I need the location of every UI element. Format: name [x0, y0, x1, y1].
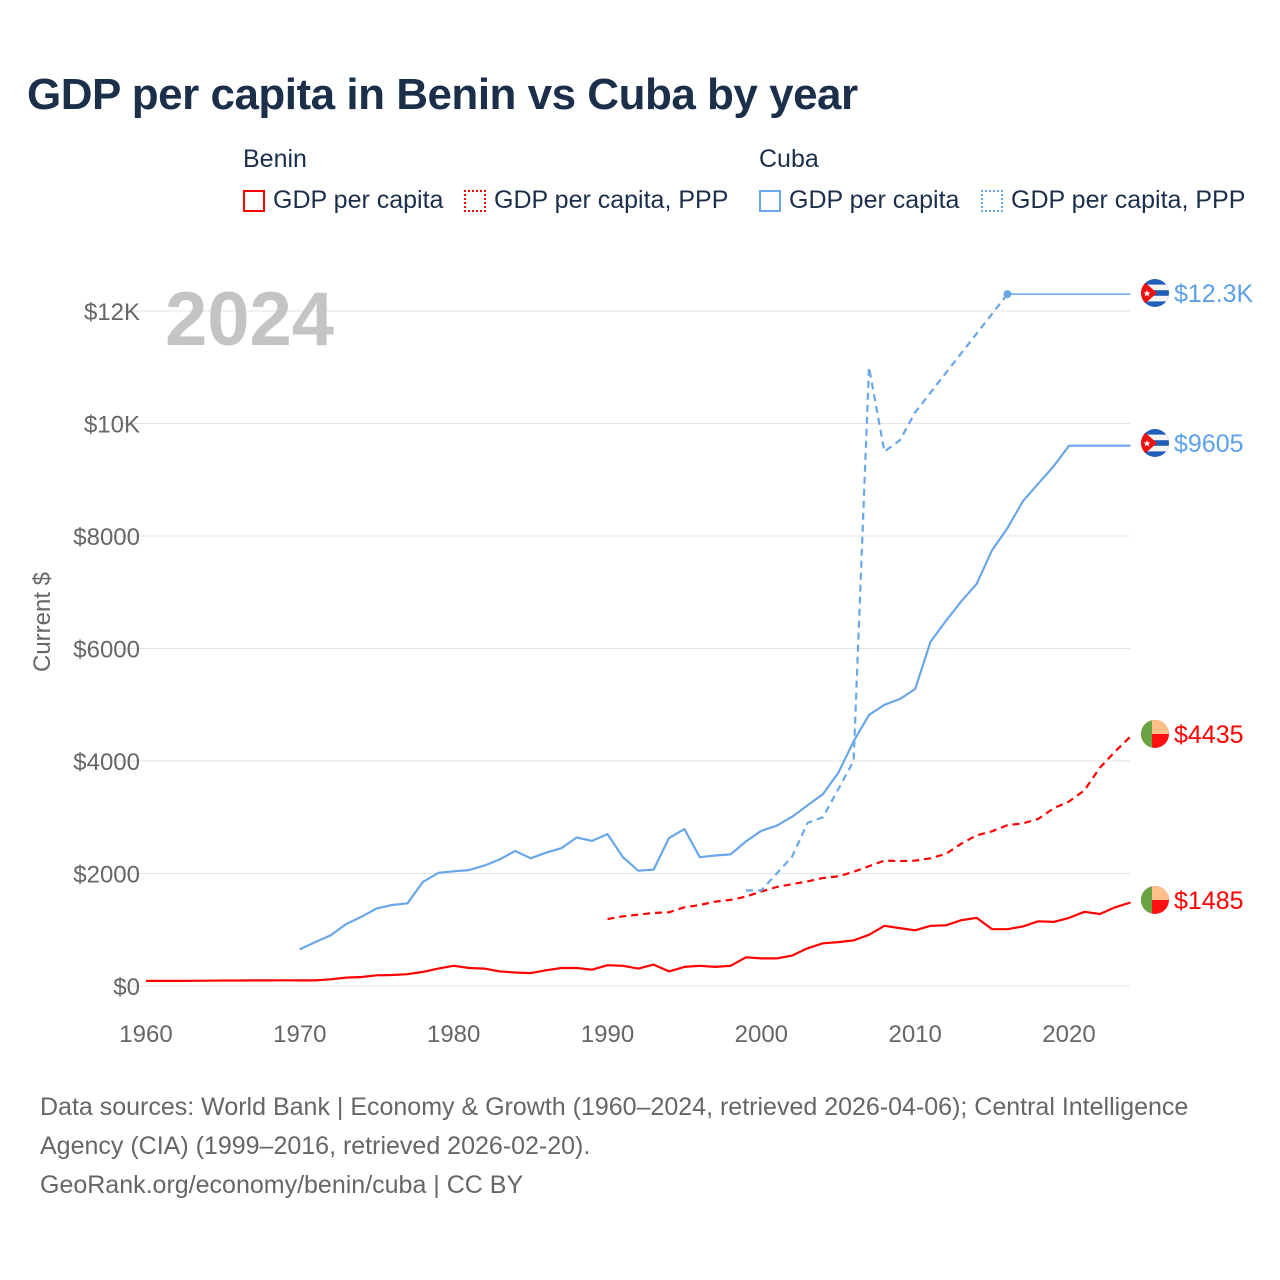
cuba-flag-icon — [1141, 279, 1169, 307]
benin-flag-icon — [1141, 886, 1169, 914]
legend-label: GDP per capita — [789, 186, 960, 214]
legend-swatch-dotted-blue — [981, 189, 1003, 212]
year-watermark: 2024 — [165, 277, 334, 362]
legend-benin-gdp[interactable]: GDP per capita — [243, 186, 443, 215]
footer-attribution[interactable]: GeoRank.org/economy/benin/cuba | CC BY — [40, 1171, 524, 1199]
x-tick-label: 2000 — [735, 1021, 788, 1048]
legend-benin-ppp[interactable]: GDP per capita, PPP — [464, 186, 728, 215]
y-tick-label: $2000 — [73, 862, 140, 889]
end-value-label: $12.3K — [1174, 280, 1254, 308]
x-tick-label: 2010 — [888, 1021, 941, 1048]
x-tick-label: 1970 — [273, 1021, 326, 1048]
end-value-label: $9605 — [1174, 430, 1244, 458]
series-line-3 — [746, 293, 1009, 892]
y-tick-label: $12K — [84, 299, 140, 326]
legend-swatch-solid-red — [243, 189, 265, 212]
y-tick-label: $0 — [113, 974, 140, 1001]
legend-group-cuba: Cuba — [759, 145, 819, 173]
y-tick-label: $10K — [84, 412, 140, 439]
benin-flag-icon — [1141, 720, 1169, 748]
footer: Data sources: World Bank | Economy & Gro… — [40, 1088, 1188, 1205]
legend-label: GDP per capita, PPP — [1011, 186, 1246, 214]
x-tick-label: 2020 — [1042, 1021, 1095, 1048]
legend-label: GDP per capita, PPP — [494, 186, 729, 214]
end-value-label: $1485 — [1174, 887, 1244, 915]
legend-swatch-dotted-red — [464, 189, 486, 212]
y-axis-label: Current $ — [29, 572, 56, 672]
x-tick-label: 1960 — [119, 1021, 172, 1048]
y-tick-label: $6000 — [73, 637, 140, 664]
x-tick-label: 1980 — [427, 1021, 480, 1048]
end-value-label: $4435 — [1174, 721, 1244, 749]
series-line-1 — [607, 735, 1132, 921]
legend-label: GDP per capita — [273, 186, 444, 214]
legend-cuba-gdp[interactable]: GDP per capita — [759, 186, 959, 215]
cuba-flag-icon — [1141, 429, 1169, 457]
legend-swatch-solid-blue — [759, 189, 781, 212]
chart-title: GDP per capita in Benin vs Cuba by year — [27, 70, 858, 119]
legend-group-benin: Benin — [243, 145, 307, 173]
y-tick-label: $4000 — [73, 749, 140, 776]
footer-sources-line1: Data sources: World Bank | Economy & Gro… — [40, 1093, 1189, 1121]
legend-cuba-ppp[interactable]: GDP per capita, PPP — [981, 186, 1245, 215]
footer-sources-line2: Agency (CIA) (1999–2016, retrieved 2026-… — [40, 1132, 591, 1160]
series-line-2 — [299, 444, 1131, 951]
series-last-point — [1003, 290, 1012, 299]
x-tick-label: 1990 — [581, 1021, 634, 1048]
series-line-0 — [146, 901, 1131, 983]
y-tick-label: $8000 — [73, 524, 140, 551]
